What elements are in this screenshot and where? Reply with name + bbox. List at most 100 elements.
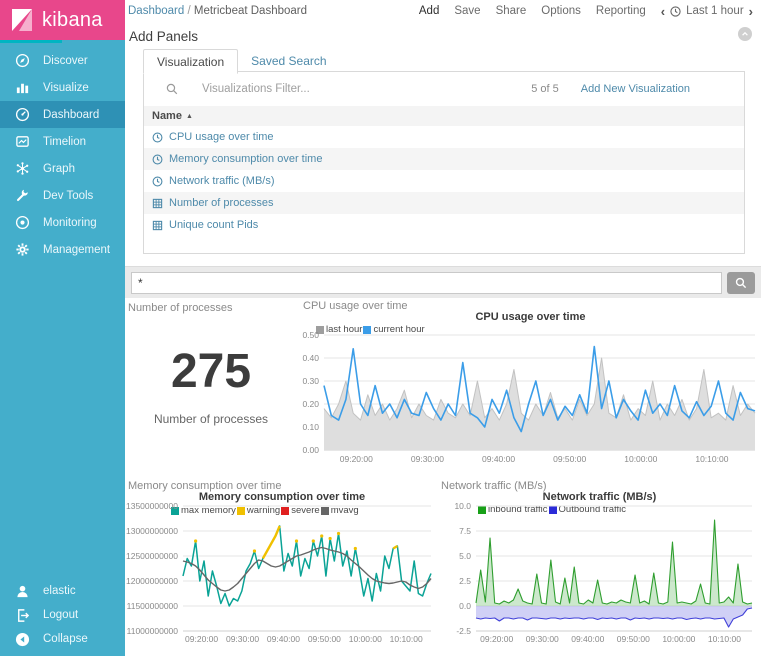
kibana-logo[interactable]: kibana xyxy=(0,0,125,40)
x-tick-label: 09:40:00 xyxy=(482,454,515,464)
sidebar-item-management[interactable]: Management xyxy=(0,236,125,263)
y-tick-label: 0.40 xyxy=(302,353,319,363)
y-tick-label: 0.50 xyxy=(302,330,319,340)
time-picker: ‹ Last 1 hour › xyxy=(661,5,753,18)
legend-label: last hour xyxy=(326,324,363,335)
series-line xyxy=(475,519,753,605)
legend-item[interactable]: last hour xyxy=(316,324,362,335)
panel-title: CPU usage over time xyxy=(303,300,408,312)
x-tick-label: 09:30:00 xyxy=(526,634,559,644)
series-area xyxy=(476,606,752,627)
query-bar xyxy=(125,266,761,298)
tab-saved-search[interactable]: Saved Search xyxy=(251,54,327,68)
x-tick-label: 10:10:00 xyxy=(708,634,741,644)
series-line xyxy=(392,544,398,550)
add-new-visualization-link[interactable]: Add New Visualization xyxy=(580,83,690,95)
panel-number-of-processes: Number of processes 275 Number of proces… xyxy=(125,300,297,472)
sidebar-item-dev-tools[interactable]: Dev Tools xyxy=(0,182,125,209)
search-icon xyxy=(166,83,178,95)
legend-item[interactable]: severe xyxy=(281,505,320,516)
viz-row-label: Number of processes xyxy=(169,197,274,209)
memory-chart-plot: 11000000000 11500000000 12000000000 1250000… xyxy=(126,501,432,644)
y-tick-label: 10.0 xyxy=(454,501,471,511)
sidebar-item-label: elastic xyxy=(43,585,76,597)
metric-value: 275 xyxy=(170,345,252,398)
legend-label: current hour xyxy=(373,324,425,335)
breadcrumb-separator: / xyxy=(187,5,191,17)
legend-item[interactable]: current hour xyxy=(363,324,425,335)
legend-item[interactable]: Outbound traffic xyxy=(548,504,626,515)
legend-item[interactable]: max memory xyxy=(171,505,236,516)
x-tick-label: 09:40:00 xyxy=(267,634,300,644)
series-point xyxy=(311,539,315,543)
x-tick-label: 09:50:00 xyxy=(617,634,650,644)
visualization-list-box: 5 of 5 Add New Visualization Name ▲ CPU … xyxy=(143,71,745,254)
menu-item-add[interactable]: Add xyxy=(418,5,440,17)
panel-cpu-usage: CPU usage over time CPU usage over time … xyxy=(300,298,761,475)
clock-icon xyxy=(152,132,163,142)
series-line xyxy=(261,525,281,560)
time-forward-icon[interactable]: › xyxy=(748,3,753,19)
clock-icon xyxy=(152,154,163,164)
legend-item[interactable]: inbound traffic xyxy=(478,504,548,515)
user-icon xyxy=(17,585,28,597)
sidebar-item-monitoring[interactable]: Monitoring xyxy=(0,209,125,236)
sidebar-item-timelion[interactable]: Timelion xyxy=(0,128,125,155)
y-tick-label: 12500000000 xyxy=(126,551,178,561)
clock-icon xyxy=(152,176,163,186)
cpu-chart-plot: 0.00 0.10 0.20 0.30 0.40 0.50 09:20:00 09:30:00… xyxy=(302,330,756,464)
legend-swatch-icon xyxy=(363,325,372,334)
sidebar-item-logout[interactable]: Logout xyxy=(0,603,125,627)
breadcrumb-dashboard-link[interactable]: Dashboard xyxy=(128,5,185,17)
add-panels-title: Add Panels xyxy=(129,29,199,44)
series-point xyxy=(336,531,341,536)
y-tick-label: 0.00 xyxy=(302,445,319,455)
sidebar-item-label: Discover xyxy=(43,54,88,67)
viz-row-cpu-usage[interactable]: CPU usage over time xyxy=(144,126,744,148)
table-icon xyxy=(152,220,163,230)
query-search-button[interactable] xyxy=(727,271,755,294)
sidebar-item-collapse[interactable]: Collapse xyxy=(0,627,125,651)
viz-row-network-traffic[interactable]: Network traffic (MB/s) xyxy=(144,170,744,192)
legend-label: max memory xyxy=(181,505,236,516)
metric-label: Number of processes xyxy=(153,412,269,426)
sidebar-item-user[interactable]: elastic xyxy=(0,579,125,603)
menu-item-options[interactable]: Options xyxy=(541,5,581,17)
x-tick-label: 09:50:00 xyxy=(308,634,341,644)
viz-row-number-of-processes[interactable]: Number of processes xyxy=(144,192,744,214)
query-input[interactable] xyxy=(131,271,722,294)
legend-item[interactable]: mvavg xyxy=(320,505,359,516)
name-header-label: Name xyxy=(152,110,182,122)
timelion-icon xyxy=(16,136,29,147)
name-column-header[interactable]: Name ▲ xyxy=(144,106,744,126)
sidebar-item-discover[interactable]: Discover xyxy=(0,47,125,74)
series-point xyxy=(328,536,332,541)
y-tick-label: 5.0 xyxy=(459,551,471,561)
visualizations-filter-input[interactable] xyxy=(200,82,532,96)
x-tick-label: 10:10:00 xyxy=(390,634,423,644)
kibana-logo-text: kibana xyxy=(42,8,103,31)
time-back-icon[interactable]: ‹ xyxy=(660,3,666,19)
sidebar-item-label: Timelion xyxy=(43,135,87,148)
logout-icon xyxy=(18,608,30,622)
tab-visualization[interactable]: Visualization xyxy=(143,49,239,74)
bar-chart-icon xyxy=(16,83,29,94)
dashboard-menu: Add Save Share Options Reporting ‹ Last … xyxy=(419,5,753,18)
menu-item-reporting[interactable]: Reporting xyxy=(595,5,646,17)
panel-memory-consumption: Memory consumption over time Memory cons… xyxy=(125,478,439,654)
sidebar-item-label: Visualize xyxy=(43,81,89,94)
sidebar-item-visualize[interactable]: Visualize xyxy=(0,74,125,101)
viz-row-memory-consumption[interactable]: Memory consumption over time xyxy=(144,148,744,170)
collapse-panel-button[interactable] xyxy=(738,27,752,41)
network-chart-legend: inbound traffic Outbound traffic xyxy=(478,504,627,515)
sidebar-item-graph[interactable]: Graph xyxy=(0,155,125,182)
cpu-chart-legend: last hour current hour xyxy=(316,324,426,335)
legend-item[interactable]: warning xyxy=(236,505,280,516)
viz-row-unique-count-pids[interactable]: Unique count Pids xyxy=(144,214,744,236)
menu-item-save[interactable]: Save xyxy=(454,5,481,17)
sidebar-item-dashboard[interactable]: Dashboard xyxy=(0,101,125,128)
x-tick-label: 09:20:00 xyxy=(185,634,218,644)
time-picker-label[interactable]: Last 1 hour xyxy=(686,5,744,17)
menu-item-share[interactable]: Share xyxy=(495,5,527,17)
